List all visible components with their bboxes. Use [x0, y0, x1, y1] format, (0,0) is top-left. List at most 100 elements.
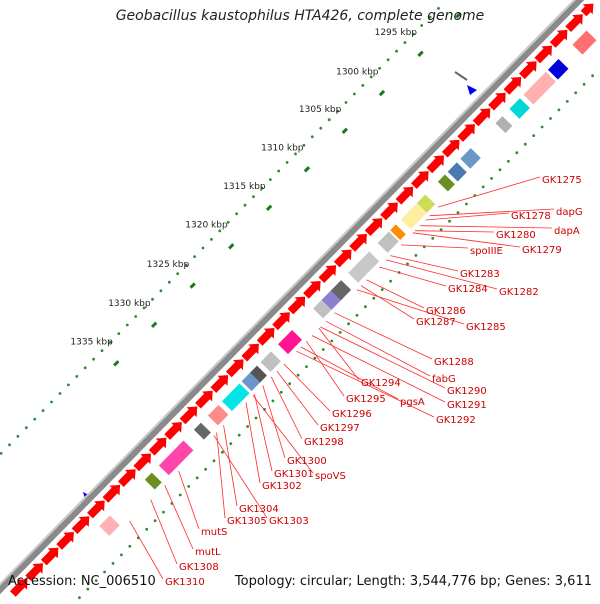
guide-dot: [330, 339, 334, 343]
gene-label: GK1286: [426, 306, 466, 317]
ruler-tick: [417, 50, 424, 58]
label-leader-lines: [129, 176, 555, 580]
guide-dot: [406, 262, 409, 266]
guide-dot: [94, 579, 98, 582]
leader-line: [412, 232, 521, 248]
gene-label: GK1284: [448, 284, 488, 295]
feature-box: [222, 383, 250, 412]
gene-label: GK1287: [416, 317, 456, 328]
feature-box: [278, 330, 302, 355]
guide-dot: [204, 467, 208, 471]
ruler-tick-label: 1300 kbp: [336, 67, 379, 77]
leader-line: [262, 385, 286, 459]
gene-label: GK1283: [460, 269, 500, 280]
cds-arrow: [333, 249, 352, 268]
leader-line: [252, 395, 314, 474]
ruler-tick-label: 1320 kbp: [185, 221, 228, 231]
leader-line: [390, 255, 459, 272]
guide-dot: [117, 332, 121, 335]
backbone-line: [0, 0, 585, 595]
ruler-tick: [189, 282, 196, 289]
gene-label: GK1302: [262, 481, 302, 492]
cds-arrow: [303, 281, 321, 299]
guide-dot: [420, 24, 424, 27]
guide-dot: [321, 348, 325, 351]
cds-arrow: [56, 532, 74, 550]
gene-label: GK1308: [179, 562, 219, 573]
guide-dot: [338, 331, 342, 334]
guide-dot: [187, 485, 191, 488]
guide-dot: [465, 202, 468, 206]
gene-label: GK1304: [239, 504, 279, 515]
cds-arrow: [148, 437, 167, 456]
gene-label: GK1292: [436, 415, 476, 426]
accession-text: Accession: NC_006510: [8, 574, 156, 589]
guide-dot: [142, 306, 146, 310]
guide-dot: [515, 151, 519, 155]
feature-box: [99, 515, 120, 536]
guide-dot: [120, 553, 123, 557]
guide-dot: [279, 390, 283, 394]
cds-arrow: [87, 500, 105, 519]
cds-arrow: [411, 171, 429, 189]
leader-line: [320, 326, 446, 389]
feature-box: [144, 472, 162, 490]
genome-backbone: [0, 0, 585, 595]
guide-dot: [58, 392, 62, 395]
guide-dot: [355, 313, 359, 317]
leader-line: [270, 376, 303, 440]
cds-arrow: [580, 3, 594, 17]
cds-arrow: [25, 563, 43, 582]
backbone-edge: [0, 0, 576, 586]
ruler-tick: [150, 321, 158, 328]
guide-dot: [111, 562, 115, 565]
cds-arrow: [133, 453, 151, 472]
guide-dot: [109, 340, 112, 344]
guide-dot: [33, 417, 37, 421]
leader-line: [245, 402, 261, 484]
feature-box: [523, 71, 556, 105]
leader-line: [429, 208, 555, 217]
guide-dot: [347, 322, 350, 326]
guide-dot: [16, 434, 20, 438]
guide-dot: [310, 135, 314, 139]
gene-label: spoIIIE: [470, 246, 503, 257]
gene-label: dapA: [554, 226, 580, 237]
guide-dot: [411, 32, 415, 36]
guide-dot: [456, 211, 460, 215]
feature-box: [447, 162, 467, 182]
leader-line: [379, 266, 447, 287]
ruler-tick-label: 1315 kbp: [223, 182, 266, 192]
guide-dot: [184, 263, 188, 267]
gene-label: pgsA: [400, 397, 425, 408]
guide-dot: [448, 219, 451, 223]
guide-dot: [86, 587, 90, 591]
gene-label: GK1294: [361, 378, 401, 389]
cds-arrow: [10, 579, 28, 597]
feature-box: [437, 174, 455, 192]
feature-box: [495, 116, 513, 133]
guide-dot: [386, 58, 390, 62]
leader-line: [311, 335, 446, 403]
gene-label: GK1305: [227, 516, 267, 527]
ruler-tick-label: 1325 kbp: [147, 260, 190, 270]
guide-dot: [151, 297, 154, 301]
feature-box: [548, 59, 569, 80]
leader-line: [216, 432, 226, 519]
feature-box: [509, 98, 530, 119]
cds-arrow: [40, 547, 59, 566]
gene-label: mutL: [195, 547, 221, 558]
ruler-tick: [303, 166, 311, 173]
feature-box: [193, 422, 211, 440]
guide-dot: [134, 315, 138, 318]
feature-box: [377, 231, 399, 253]
guide-dot: [176, 272, 180, 276]
summary-text: Topology: circular; Length: 3,544,776 bp…: [234, 574, 592, 589]
leader-line: [164, 485, 194, 550]
cds-arrow: [364, 218, 383, 236]
gene-label: GK1290: [447, 386, 487, 397]
feature-box: [207, 404, 229, 426]
guide-dot: [319, 126, 323, 130]
guide-dot: [263, 408, 266, 411]
